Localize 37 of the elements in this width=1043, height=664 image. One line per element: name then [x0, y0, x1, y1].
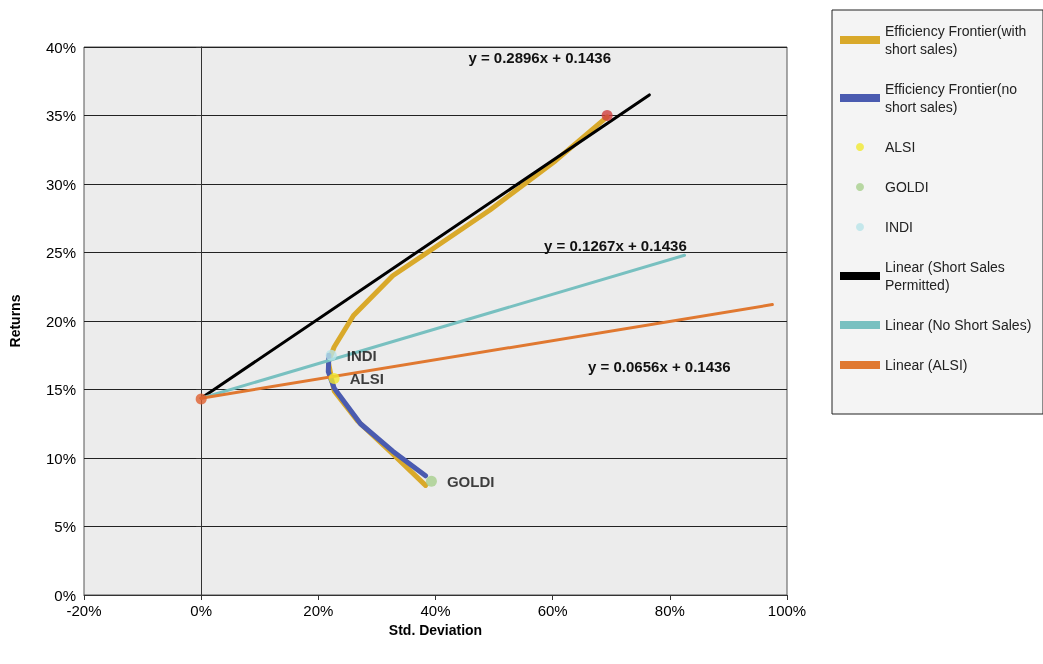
point	[425, 475, 437, 487]
y-tick-label: 35%	[45, 107, 76, 124]
x-axis-title: Std. Deviation	[388, 622, 483, 638]
y-tick-label: 25%	[45, 244, 76, 261]
x-tick-label: 0%	[190, 602, 213, 619]
text: ALSI	[349, 370, 384, 388]
y-tick-label: 40%	[45, 38, 76, 56]
text: GOLDI	[446, 472, 495, 490]
y-tick-label: 15%	[45, 381, 76, 398]
text: INDI	[346, 346, 377, 364]
point	[325, 349, 337, 361]
legend-label: Linear (ALSI)	[885, 357, 968, 373]
y-tick-label: 0%	[54, 586, 76, 604]
x-tick-label: -20%	[66, 602, 102, 619]
x-tick-label: 80%	[654, 602, 685, 619]
y-tick-label: 20%	[45, 312, 76, 330]
annotation: y = 0.0656x + 0.1436	[588, 357, 731, 375]
annotation: y = 0.1267x + 0.1436	[544, 237, 687, 255]
legend-label: Linear (Short Sales Permitted)	[885, 259, 1009, 293]
x-tick-label: 60%	[537, 602, 568, 619]
legend-label: ALSI	[885, 139, 916, 155]
point	[601, 110, 613, 121]
point	[328, 373, 340, 385]
point	[195, 393, 207, 405]
y-axis-title: Returns	[7, 294, 23, 348]
x-tick-label: 20%	[303, 602, 334, 619]
legend-label: Efficiency Frontier(with short sales)	[885, 23, 1031, 57]
x-tick-label: 40%	[420, 602, 451, 619]
legend-label: Efficiency Frontier(no short sales)	[885, 81, 1021, 115]
y-tick-label: 5%	[54, 518, 76, 535]
y-tick-label: 30%	[45, 175, 76, 193]
legend-label: Linear (No Short Sales)	[885, 317, 1032, 333]
y-tick-label: 10%	[45, 449, 76, 467]
legend-label: GOLDI	[885, 179, 929, 195]
legend-label: INDI	[885, 219, 913, 235]
annotation: y = 0.2896x + 0.1436	[468, 48, 612, 66]
x-tick-label: 100%	[767, 602, 807, 619]
